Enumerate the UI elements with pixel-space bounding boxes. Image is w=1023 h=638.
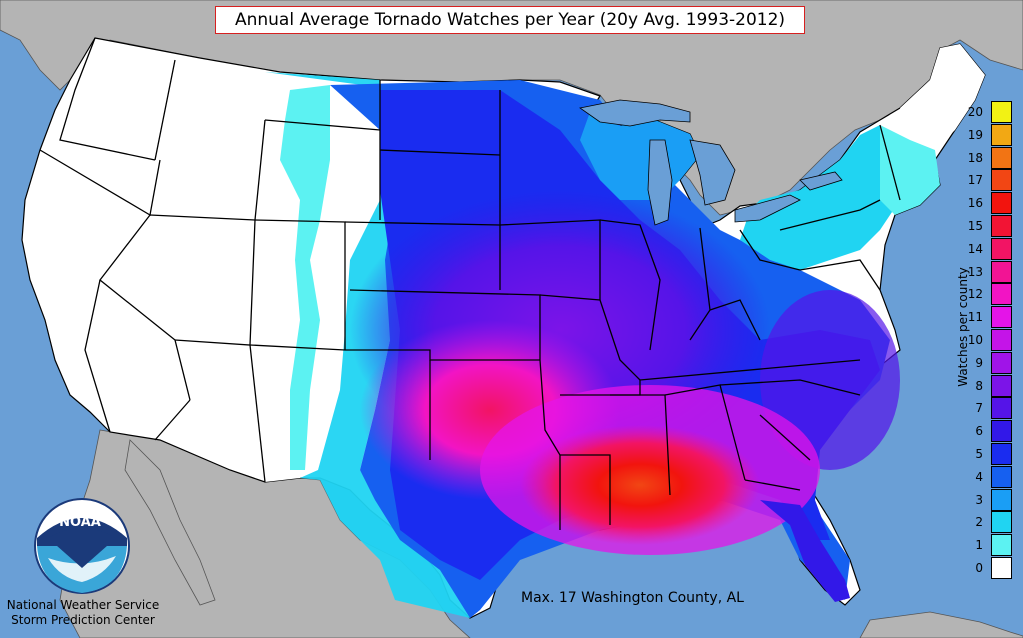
- agency-credit: National Weather Service Storm Predictio…: [2, 598, 164, 628]
- legend-swatch-10: [991, 329, 1012, 351]
- region-florida: [760, 500, 850, 602]
- legend-tick-9: 9: [975, 356, 983, 370]
- legend-tick-8: 8: [975, 379, 983, 393]
- legend-tick-3: 3: [975, 493, 983, 507]
- max-value-note: Max. 17 Washington County, AL: [521, 590, 744, 606]
- legend-swatch-18: [991, 147, 1012, 169]
- legend-swatch-7: [991, 397, 1012, 419]
- legend-swatch-8: [991, 375, 1012, 397]
- region-new-england-cyan: [880, 125, 940, 215]
- legend-tick-18: 18: [967, 151, 983, 165]
- legend-swatch-0: [991, 557, 1012, 579]
- legend-tick-11: 11: [967, 310, 983, 324]
- noaa-logo: [34, 498, 130, 594]
- agency-line-2: Storm Prediction Center: [11, 613, 155, 627]
- legend-swatch-13: [991, 261, 1012, 283]
- legend-swatch-1: [991, 534, 1012, 556]
- legend-tick-2: 2: [975, 515, 983, 529]
- noaa-logo-text: NOAA: [59, 515, 101, 530]
- lake-huron: [689, 139, 736, 206]
- legend-swatch-2: [991, 511, 1012, 533]
- legend-tick-13: 13: [967, 265, 983, 279]
- baja-peninsula: [124, 439, 216, 606]
- choropleth-regions: [245, 44, 985, 618]
- legend-tick-15: 15: [967, 219, 983, 233]
- legend-swatch-4: [991, 466, 1012, 488]
- legend-swatch-11: [991, 306, 1012, 328]
- legend-tick-20: 20: [967, 105, 983, 119]
- legend-tick-10: 10: [967, 333, 983, 347]
- legend-swatch-12: [991, 283, 1012, 305]
- legend-swatch-14: [991, 238, 1012, 260]
- legend-tick-6: 6: [975, 424, 983, 438]
- agency-line-1: National Weather Service: [6, 598, 160, 612]
- cuba-land: [859, 611, 1023, 638]
- legend-swatch-16: [991, 192, 1012, 214]
- legend-swatch-6: [991, 420, 1012, 442]
- region-purple-east: [760, 290, 900, 470]
- legend-swatch-5: [991, 443, 1012, 465]
- legend-swatch-15: [991, 215, 1012, 237]
- legend-tick-19: 19: [967, 128, 983, 142]
- lake-michigan: [647, 139, 673, 226]
- legend-tick-14: 14: [967, 242, 983, 256]
- legend-tick-7: 7: [975, 401, 983, 415]
- region-lightcyan: [280, 85, 330, 470]
- lake-superior: [579, 99, 691, 127]
- region-gulf-hot: [520, 425, 760, 545]
- legend-tick-12: 12: [967, 287, 983, 301]
- legend-tick-1: 1: [975, 538, 983, 552]
- legend-swatch-9: [991, 352, 1012, 374]
- region-northeast-cyan: [740, 125, 900, 270]
- legend-tick-0: 0: [975, 561, 983, 575]
- great-lakes: [579, 99, 843, 226]
- legend-tick-4: 4: [975, 470, 983, 484]
- legend-tick-5: 5: [975, 447, 983, 461]
- legend-tick-17: 17: [967, 173, 983, 187]
- legend-swatch-3: [991, 489, 1012, 511]
- legend-swatch-20: [991, 101, 1012, 123]
- legend-swatch-19: [991, 124, 1012, 146]
- legend-swatch-17: [991, 169, 1012, 191]
- state-boundaries: [39, 37, 901, 530]
- map-title: Annual Average Tornado Watches per Year …: [215, 6, 805, 34]
- region-new-england: [900, 44, 985, 150]
- legend-tick-16: 16: [967, 196, 983, 210]
- lake-erie: [734, 194, 801, 223]
- lake-ontario: [799, 171, 843, 191]
